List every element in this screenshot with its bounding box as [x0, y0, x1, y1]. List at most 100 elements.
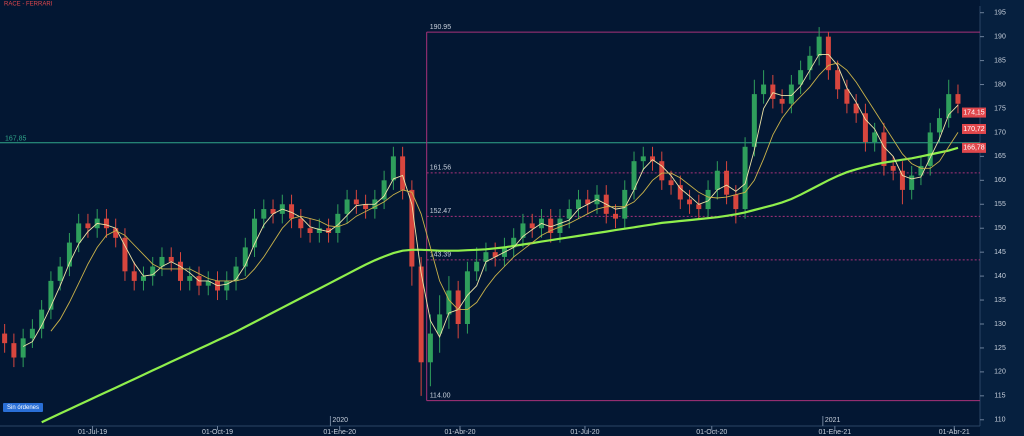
fib-label: 152.47 [430, 208, 452, 215]
candle-body [66, 242, 72, 267]
price-tag [962, 123, 986, 134]
year-label: 2020 [332, 417, 348, 424]
candle-body [511, 237, 517, 248]
candle-body [409, 189, 415, 267]
candle-body [844, 89, 850, 104]
candle-body [187, 276, 193, 281]
y-tick-label: 145 [994, 249, 1006, 256]
candle-body [168, 256, 174, 262]
candle-body [298, 218, 304, 229]
candle-body [113, 228, 119, 238]
candle-body [270, 209, 276, 214]
candle-body [733, 194, 739, 210]
candle-body [835, 70, 841, 90]
candle-body [390, 156, 396, 181]
x-tick-label: 01-Oct-19 [202, 429, 233, 436]
y-tick-label: 170 [994, 129, 1006, 136]
candle-body [242, 247, 248, 267]
price-tag-label: 166,78 [963, 145, 985, 152]
x-tick-label: 01-Abr-20 [444, 429, 475, 436]
year-label: 2021 [825, 417, 841, 424]
x-tick-label: 01-Ene-20 [323, 429, 356, 436]
candle-body [483, 252, 489, 262]
candle-body [39, 309, 45, 329]
candle-body [742, 146, 748, 210]
candle-body [575, 199, 581, 210]
candle-body [548, 218, 554, 234]
candle-body [316, 228, 322, 234]
candle-body [668, 180, 674, 186]
candle-body [400, 156, 406, 190]
x-tick-label: 01-Ene-21 [819, 429, 852, 436]
candle-body [122, 237, 128, 272]
candle-body [779, 98, 785, 104]
y-tick-label: 165 [994, 153, 1006, 160]
candle-body [853, 103, 859, 114]
candle-body [353, 199, 359, 205]
candle-body [326, 228, 332, 234]
candle-body [20, 338, 26, 358]
y-tick-label: 140 [994, 273, 1006, 280]
candle-body [446, 290, 452, 315]
x-tick-label: 01-Jul-20 [570, 429, 599, 436]
candle-body [289, 204, 295, 219]
candle-body [233, 266, 239, 281]
candle-body [131, 271, 137, 281]
candle-body [659, 161, 665, 181]
candle-body [899, 170, 905, 190]
candle-body [650, 156, 656, 162]
candle-body [177, 261, 183, 281]
candle-body [103, 218, 109, 229]
candle-body [640, 156, 646, 162]
candle-body [85, 223, 91, 229]
candle-body [705, 189, 711, 210]
orders-button[interactable] [3, 403, 43, 412]
price-tag-label: 170,72 [963, 126, 985, 133]
y-tick-label: 135 [994, 297, 1006, 304]
candle-body [761, 84, 767, 95]
price-axis-panel [980, 0, 1024, 436]
y-tick-label: 160 [994, 177, 1006, 184]
candle-body [363, 204, 369, 210]
x-tick-label: 01-Jul-19 [78, 429, 107, 436]
candle-body [890, 165, 896, 171]
candle-body [205, 280, 211, 286]
candle-body [335, 213, 341, 234]
y-tick-label: 120 [994, 369, 1006, 376]
price-tag [962, 107, 986, 118]
candle-body [566, 209, 572, 219]
candle-body [427, 333, 433, 363]
y-tick-label: 180 [994, 81, 1006, 88]
candle-body [307, 228, 313, 234]
candle-body [437, 314, 443, 334]
y-tick-label: 110 [994, 417, 1005, 424]
fib-label: 190.95 [430, 24, 452, 31]
y-tick-label: 185 [994, 57, 1006, 64]
candle-body [862, 113, 868, 143]
candle-body [261, 209, 267, 219]
y-tick-label: 125 [994, 345, 1006, 352]
candle-body [613, 213, 619, 219]
candle-body [714, 170, 720, 190]
y-tick-label: 115 [994, 393, 1005, 400]
fib-label: 143.39 [430, 252, 452, 259]
candle-body [585, 199, 591, 205]
candle-body [557, 218, 563, 234]
candle-body [788, 84, 794, 104]
candle-body [825, 36, 831, 71]
y-tick-label: 195 [994, 10, 1006, 17]
candle-body [150, 266, 156, 277]
candle-body [872, 132, 878, 143]
candle-body [798, 70, 804, 85]
candle-body [687, 199, 693, 205]
candle-body [696, 204, 702, 210]
candle-body [11, 343, 17, 358]
level-label: 167,85 [5, 136, 27, 143]
moving-average [22, 53, 959, 347]
candle-body [807, 55, 813, 71]
moving-average [50, 62, 959, 332]
candle-body [252, 218, 258, 248]
orders-button-label[interactable]: Sin órdenes [7, 405, 39, 411]
